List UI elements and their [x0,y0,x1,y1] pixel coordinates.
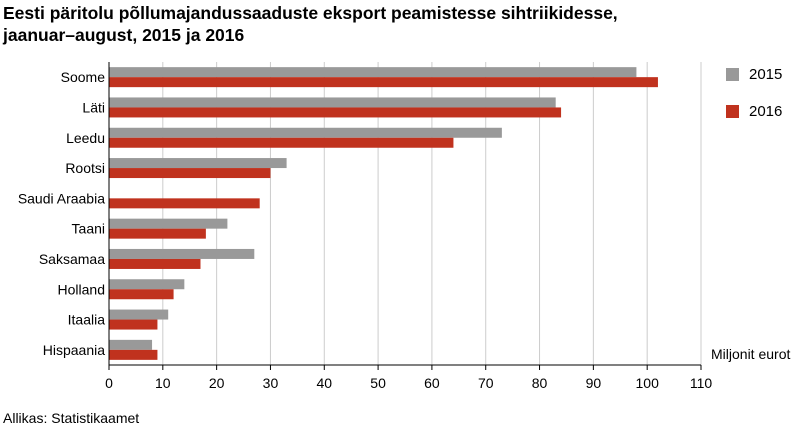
bar-leedu-2016 [109,137,454,148]
x-axis: 0 10 20 30 40 50 60 70 80 90 100 110 [105,62,712,391]
bar-itaalia-2015 [109,309,169,320]
category-label: Saksamaa [39,251,105,267]
category-label: Rootsi [65,160,105,176]
legend-item-2015: 2015 [726,66,782,83]
x-tick-label: 10 [155,375,171,391]
chart-title-line-1: Eesti päritolu põllumajandussaaduste eks… [3,3,618,23]
source-note: Allikas: Statistikaamet [3,410,140,426]
bar-läti-2016 [109,107,562,118]
bar-saudi-araabia-2016 [109,198,260,209]
category-label: Leedu [66,130,105,146]
bar-hispaania-2015 [109,339,153,350]
legend-swatch-2016 [726,105,739,118]
category-label: Taani [72,221,105,237]
bar-läti-2015 [109,97,556,108]
bar-soome-2015 [109,67,637,78]
legend-item-2016: 2016 [726,103,782,120]
x-tick-label: 110 [690,375,713,391]
bar-itaalia-2016 [109,319,158,330]
x-tick-label: 100 [636,375,660,391]
category-label: Hispaania [43,342,105,358]
x-tick-label: 60 [424,375,440,391]
category-label: Itaalia [68,312,106,328]
bars [109,67,658,360]
x-tick-label: 30 [263,375,279,391]
legend-swatch-2015 [726,68,739,81]
bar-hispaania-2016 [109,349,158,360]
bar-taani-2015 [109,218,228,229]
bar-saksamaa-2016 [109,258,201,269]
category-label: Läti [82,99,105,115]
category-labels: Soome Läti Leedu Rootsi Saudi Araabia Taani Sa… [18,69,105,358]
chart-title: Eesti päritolu põllumajandussaaduste eks… [3,2,803,46]
category-label: Soome [61,69,106,85]
x-tick-label: 70 [478,375,494,391]
bar-rootsi-2015 [109,158,287,169]
x-tick-label: 50 [370,375,386,391]
x-tick-label: 20 [209,375,225,391]
x-axis-unit-label: Miljonit eurot [711,346,791,362]
x-tick-label: 80 [532,375,548,391]
bar-holland-2015 [109,279,185,290]
legend-label-2016: 2016 [749,103,783,120]
bar-soome-2016 [109,77,658,88]
bar-holland-2016 [109,289,174,300]
category-label: Holland [58,281,105,297]
bar-leedu-2015 [109,127,502,138]
chart-title-line-2: jaanuar–august, 2015 ja 2016 [3,25,245,45]
category-label: Saudi Araabia [18,190,105,206]
x-tick-label: 0 [105,375,113,391]
x-tick-label: 90 [586,375,602,391]
x-tick-label: 40 [316,375,332,391]
bar-rootsi-2016 [109,168,271,179]
legend-label-2015: 2015 [749,66,783,83]
bar-taani-2016 [109,228,206,239]
bar-saksamaa-2015 [109,248,255,259]
